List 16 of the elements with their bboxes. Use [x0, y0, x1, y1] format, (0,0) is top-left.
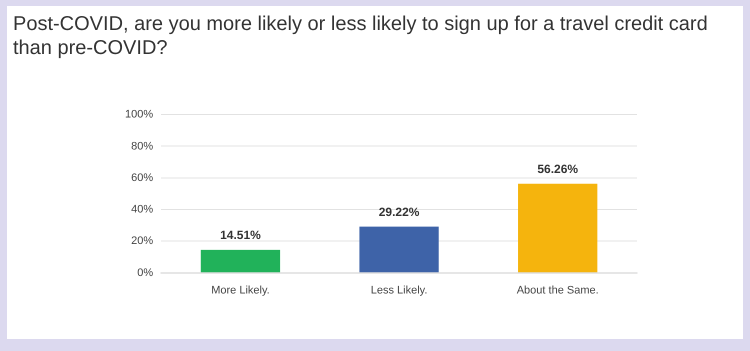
data-label: 14.51% — [220, 228, 262, 242]
y-tick-label: 20% — [131, 235, 154, 248]
data-label: 56.26% — [537, 162, 578, 176]
x-tick-label: Less Likely. — [370, 284, 428, 296]
y-tick-label: 40% — [131, 204, 154, 216]
y-tick-label: 60% — [131, 172, 154, 184]
chart-title: Post-COVID, are you more likely or less likely to sign up for a travel credit card than pre-COVID? — [13, 12, 709, 60]
y-tick-label: 80% — [131, 140, 154, 152]
x-tick-label: More Likely. — [211, 284, 270, 296]
x-tick-label: About the Same. — [516, 284, 599, 296]
y-tick-label: 100% — [124, 108, 154, 121]
data-label: 29.22% — [378, 204, 420, 219]
bar — [518, 184, 598, 272]
bar — [359, 226, 439, 272]
y-tick-label: 0% — [137, 266, 154, 279]
bar — [200, 250, 280, 272]
